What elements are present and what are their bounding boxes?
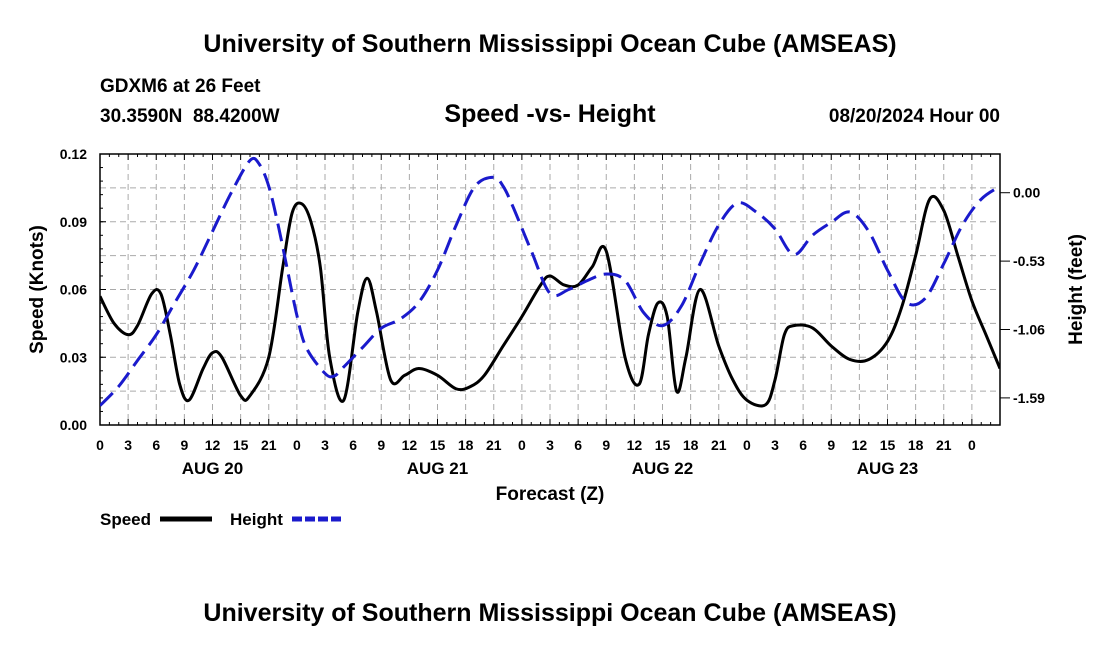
x-day-label: AUG 23 bbox=[857, 459, 918, 478]
x-tick-label: 18 bbox=[683, 437, 699, 453]
x-tick-label: 15 bbox=[655, 437, 671, 453]
y-left-tick-label: 0.12 bbox=[60, 146, 87, 162]
y-right-tick-label: 0.00 bbox=[1013, 185, 1040, 201]
y-right-axis-title: Height (feet) bbox=[1066, 234, 1087, 345]
x-tick-label: 12 bbox=[205, 437, 221, 453]
y-left-axis-title: Speed (Knots) bbox=[27, 225, 48, 354]
x-tick-label: 21 bbox=[486, 437, 502, 453]
x-tick-label: 0 bbox=[96, 437, 104, 453]
x-tick-label: 21 bbox=[261, 437, 277, 453]
x-tick-label: 6 bbox=[349, 437, 357, 453]
station-label: GDXM6 at 26 Feet bbox=[100, 76, 261, 97]
y-left-tick-label: 0.09 bbox=[60, 214, 87, 230]
x-day-label: AUG 21 bbox=[407, 459, 468, 478]
x-tick-label: 12 bbox=[402, 437, 418, 453]
x-tick-label: 3 bbox=[771, 437, 779, 453]
grid-lines bbox=[100, 154, 1000, 425]
x-axis-title: Forecast (Z) bbox=[496, 484, 605, 505]
x-tick-label: 6 bbox=[799, 437, 807, 453]
y-right-tick-label: -1.06 bbox=[1013, 322, 1045, 338]
x-tick-label: 9 bbox=[602, 437, 610, 453]
x-tick-label: 18 bbox=[458, 437, 474, 453]
x-tick-label: 0 bbox=[968, 437, 976, 453]
chart-title-bottom: University of Southern Mississippi Ocean… bbox=[203, 599, 897, 627]
x-tick-label: 12 bbox=[852, 437, 868, 453]
x-tick-label: 15 bbox=[880, 437, 896, 453]
x-tick-label: 0 bbox=[743, 437, 751, 453]
x-tick-label: 3 bbox=[321, 437, 329, 453]
x-tick-label: 12 bbox=[627, 437, 643, 453]
x-tick-label: 0 bbox=[293, 437, 301, 453]
series-line-speed bbox=[100, 194, 1000, 408]
x-tick-label: 21 bbox=[711, 437, 727, 453]
chart-subtitle: Speed -vs- Height bbox=[444, 100, 656, 128]
y-right-tick-label: -1.59 bbox=[1013, 390, 1045, 406]
x-tick-label: 18 bbox=[908, 437, 924, 453]
run-time-label: 08/20/2024 Hour 00 bbox=[828, 106, 1000, 127]
x-tick-label: 6 bbox=[152, 437, 160, 453]
series-line-height bbox=[100, 156, 1000, 407]
x-tick-label: 0 bbox=[518, 437, 526, 453]
x-tick-label: 6 bbox=[574, 437, 582, 453]
legend-label-height: Height bbox=[230, 510, 283, 529]
x-tick-label: 9 bbox=[827, 437, 835, 453]
y-right-tick-label: -0.53 bbox=[1013, 253, 1045, 269]
x-tick-label: 21 bbox=[936, 437, 952, 453]
y-left-tick-label: 0.00 bbox=[60, 417, 87, 433]
x-tick-label: 15 bbox=[430, 437, 446, 453]
y-left-tick-label: 0.03 bbox=[60, 349, 87, 365]
legend-label-speed: Speed bbox=[100, 510, 151, 529]
x-tick-label: 9 bbox=[377, 437, 385, 453]
x-day-label: AUG 20 bbox=[182, 459, 243, 478]
x-day-label: AUG 22 bbox=[632, 459, 693, 478]
x-tick-label: 3 bbox=[124, 437, 132, 453]
chart-title-top: University of Southern Mississippi Ocean… bbox=[203, 30, 897, 58]
x-tick-label: 3 bbox=[546, 437, 554, 453]
x-tick-label: 15 bbox=[233, 437, 249, 453]
coordinates-label: 30.3590N 88.4200W bbox=[100, 106, 280, 127]
x-tick-label: 9 bbox=[180, 437, 188, 453]
y-left-tick-label: 0.06 bbox=[60, 282, 87, 298]
